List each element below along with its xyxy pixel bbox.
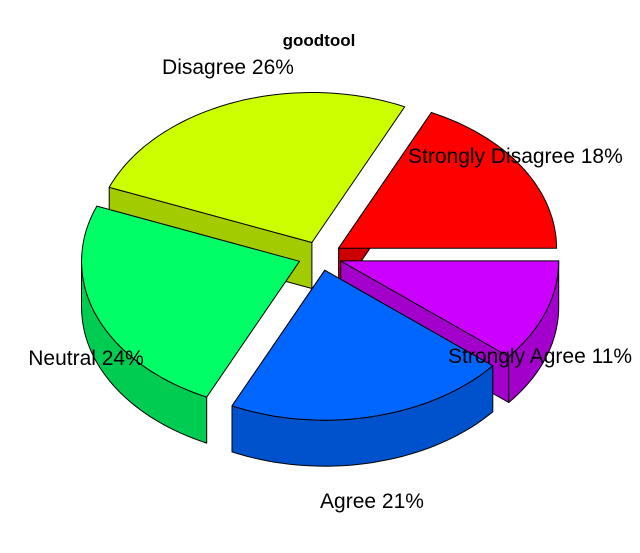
slice-label-agree: Agree 21%	[320, 490, 424, 513]
labels-layer: Strongly Disagree 18% Disagree 26% Neutral…	[28, 56, 632, 513]
slice-neutral	[81, 205, 300, 398]
slices-layer	[81, 92, 560, 467]
slice-label-neutral: Neutral 24%	[28, 347, 144, 370]
slice-label-strongly-disagree: Strongly Disagree 18%	[408, 145, 623, 168]
slice-strongly-agree	[340, 260, 560, 357]
chart-title: goodtool	[283, 31, 356, 50]
slice-label-strongly-agree: Strongly Agree 11%	[448, 345, 632, 368]
slice-label-disagree: Disagree 26%	[162, 56, 294, 79]
slice-agree	[231, 269, 494, 421]
slice-strongly-disagree	[338, 112, 558, 249]
slice-disagree	[108, 92, 406, 243]
